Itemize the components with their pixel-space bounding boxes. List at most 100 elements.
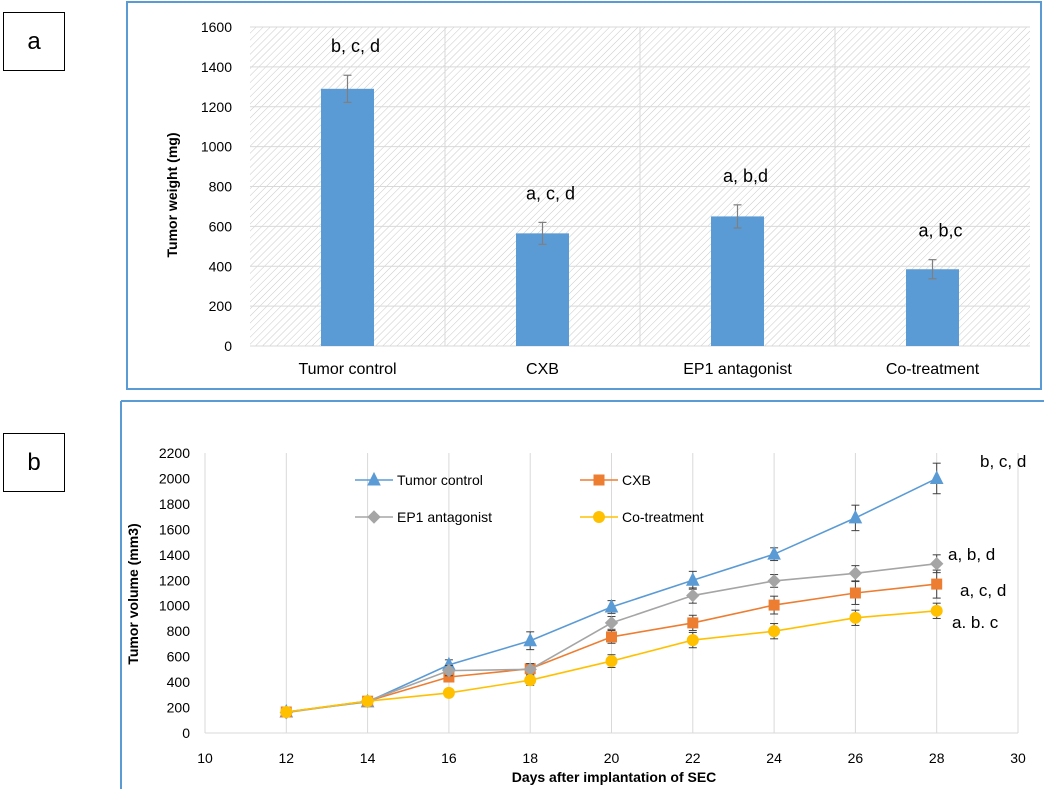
chart-b-point-triangle <box>685 572 700 586</box>
chart-b-x-tick: 14 <box>360 750 376 766</box>
chart-b-point-diamond <box>767 574 781 588</box>
chart-b-y-tick: 1000 <box>159 598 190 614</box>
chart-b-y-tick: 2000 <box>159 470 190 486</box>
chart-b-point-circle <box>361 695 374 708</box>
chart-b-point-square <box>606 631 617 643</box>
chart-b-significance-label: a, c, d <box>960 581 1006 600</box>
chart-b-annotations: b, c, d a, c, d a, b, d a. b. c <box>948 452 1026 632</box>
chart-a-bar <box>321 88 374 347</box>
chart-a-bar <box>906 269 959 346</box>
chart-b-y-tick: 800 <box>167 623 191 639</box>
chart-a-y-tick: 1000 <box>201 139 232 155</box>
chart-b-point-triangle <box>604 598 619 613</box>
chart-b-series-group <box>279 554 944 720</box>
chart-a-y-tick: 1200 <box>201 99 232 115</box>
chart-b-point-diamond <box>686 588 700 603</box>
chart-b-point-circle <box>686 634 699 647</box>
chart-b-legend: Tumor control CXB EP1 antagonist Co-treatme… <box>355 471 704 525</box>
chart-a-y-tick: 200 <box>209 298 233 314</box>
chart-b-y-tick: 1600 <box>159 521 190 537</box>
chart-a-significance-label: a, b,d <box>723 166 768 186</box>
chart-a-bar <box>711 216 764 346</box>
chart-b-series <box>279 462 944 720</box>
chart-b-x-tick: 30 <box>1010 750 1026 766</box>
chart-b-x-tick: 20 <box>604 750 620 766</box>
chart-b-legend-entry: Co-treatment <box>580 509 704 525</box>
chart-a-y-tick: 800 <box>209 179 233 195</box>
chart-b-significance-label: a, b, d <box>948 545 995 564</box>
chart-b-series-group <box>279 462 944 718</box>
chart-b-point-circle <box>442 686 455 699</box>
chart-a-y-tick-labels: 0 200 400 600 800 1000 1200 1400 1600 <box>201 19 232 354</box>
chart-b-legend-label: Co-treatment <box>622 509 704 525</box>
chart-b-point-circle <box>930 604 943 617</box>
chart-b-y-tick-labels: 0 200 400 600 800 1000 1200 1400 1600 1800 2000 220… <box>159 445 190 741</box>
chart-a-y-tick: 1600 <box>201 19 232 35</box>
chart-b-point-square <box>931 578 943 590</box>
chart-b-point-square <box>593 474 605 486</box>
chart-b-point-circle <box>280 706 293 718</box>
chart-a-category-label: Tumor control <box>298 361 396 378</box>
chart-b-point-circle <box>524 674 537 687</box>
chart-b-x-tick-labels: 10 12 14 16 18 20 22 24 26 28 30 <box>197 750 1026 766</box>
chart-b-legend-entry: Tumor control <box>355 471 483 488</box>
chart-a-significance-label: a, c, d <box>526 183 575 203</box>
chart-b-x-tick: 28 <box>929 750 945 766</box>
tumor-weight-bar-chart: 0 200 400 600 800 1000 1200 1400 1600 b, c, d a, … <box>126 1 1042 390</box>
chart-b-x-tick: 24 <box>766 750 782 766</box>
chart-a-y-axis-label: Tumor weight (mg) <box>164 133 180 258</box>
chart-b-x-tick: 26 <box>848 750 864 766</box>
chart-a-y-tick: 1400 <box>201 59 232 75</box>
chart-b-point-triangle <box>848 509 863 524</box>
chart-a-category-label: Co-treatment <box>886 361 980 378</box>
chart-b-legend-label: Tumor control <box>397 472 483 488</box>
chart-b-point-diamond <box>848 566 863 580</box>
chart-b-point-square <box>687 617 699 629</box>
chart-b-y-tick: 1200 <box>159 572 190 588</box>
chart-b-y-tick: 1800 <box>159 496 190 512</box>
chart-a-significance-label: b, c, d <box>331 36 380 56</box>
chart-b-point-triangle <box>929 470 944 484</box>
chart-b-x-tick: 16 <box>441 750 457 766</box>
chart-a-y-tick: 600 <box>209 218 233 234</box>
chart-b-y-tick: 0 <box>182 725 190 741</box>
panel-a-label: a <box>3 12 65 71</box>
chart-b-legend-entry: EP1 antagonist <box>355 509 492 525</box>
chart-b-point-circle <box>849 611 862 624</box>
chart-b-legend-label: CXB <box>622 472 651 488</box>
chart-b-point-square <box>849 587 861 599</box>
chart-b-frame <box>120 400 1044 789</box>
chart-a-significance-label: a, b,c <box>918 221 962 241</box>
chart-a-bars: b, c, d a, c, d a, b,d a, b,c <box>321 36 963 347</box>
chart-b-legend-label: EP1 antagonist <box>397 509 492 525</box>
chart-b-point-circle <box>768 625 781 638</box>
chart-b-series-group <box>280 602 943 718</box>
chart-b-y-tick: 400 <box>167 674 191 690</box>
chart-b-point-diamond <box>929 557 944 571</box>
chart-b-point-circle <box>605 655 618 668</box>
chart-b-y-tick: 200 <box>167 700 191 716</box>
chart-a-x-tick-labels: Tumor control CXB EP1 antagonist Co-treatme… <box>298 361 979 378</box>
chart-b-gridlines <box>204 453 1019 734</box>
chart-b-x-tick: 10 <box>197 750 213 766</box>
chart-b-y-axis-label: Tumor volume (mm3) <box>125 523 141 664</box>
chart-b-point-triangle <box>367 471 381 486</box>
chart-b-point-diamond <box>367 510 381 524</box>
chart-b-point-diamond <box>604 616 619 630</box>
chart-a-y-tick: 0 <box>224 338 232 354</box>
chart-a-y-tick: 400 <box>209 258 233 274</box>
chart-a-category-label: CXB <box>526 361 559 378</box>
chart-a-gridlines <box>250 26 1030 347</box>
chart-b-legend-entry: CXB <box>580 472 651 488</box>
chart-b-y-tick: 1400 <box>159 547 190 563</box>
chart-b-significance-label: b, c, d <box>980 452 1026 471</box>
panel-b-label: b <box>3 433 65 492</box>
chart-b-point-triangle <box>523 632 538 647</box>
chart-b-point-square <box>768 599 780 611</box>
chart-b-point-diamond <box>442 663 456 678</box>
chart-b-point-circle <box>593 511 605 523</box>
chart-b-x-axis-label: Days after implantation of SEC <box>512 769 717 785</box>
chart-a-bar <box>516 233 569 346</box>
chart-a-category-label: EP1 antagonist <box>683 361 792 378</box>
